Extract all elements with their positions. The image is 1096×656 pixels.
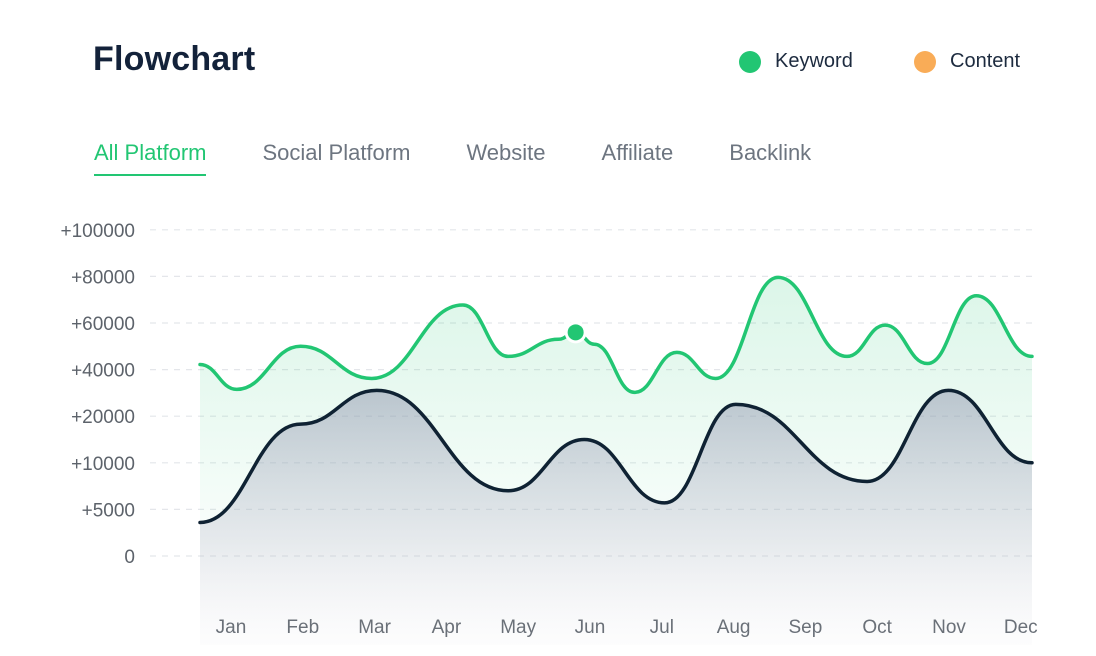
content-area — [200, 390, 1032, 645]
x-tick-label: May — [500, 617, 536, 638]
legend-item-keyword[interactable]: Keyword — [739, 50, 853, 73]
tab-backlink[interactable]: Backlink — [729, 140, 812, 165]
y-tick-label: +60000 — [71, 314, 135, 335]
platform-tabs: All Platform Social Platform Website Aff… — [94, 140, 867, 176]
y-tick-label: +20000 — [71, 407, 135, 428]
x-tick-label: Dec — [1004, 617, 1038, 638]
tab-affiliate[interactable]: Affiliate — [601, 140, 674, 165]
x-tick-label: Nov — [932, 617, 966, 638]
highlight-point — [567, 324, 584, 341]
x-tick-label: Jun — [575, 617, 606, 638]
legend-item-content[interactable]: Content — [914, 50, 1020, 73]
x-tick-label: Jan — [216, 617, 247, 638]
y-tick-label: 0 — [124, 547, 135, 568]
x-tick-label: Mar — [358, 617, 391, 638]
keyword-dot-icon — [739, 50, 761, 73]
x-tick-label: Jul — [650, 617, 674, 638]
x-tick-label: Sep — [788, 617, 822, 638]
x-tick-label: Feb — [286, 617, 319, 638]
content-line — [198, 388, 1034, 525]
x-tick-label: Aug — [717, 617, 751, 638]
keyword-line — [198, 275, 1034, 395]
y-tick-label: +5000 — [82, 500, 135, 521]
tab-all-platform[interactable]: All Platform — [94, 140, 207, 176]
y-tick-label: +100000 — [61, 221, 136, 242]
legend-label: Keyword — [775, 50, 853, 72]
tab-website[interactable]: Website — [466, 140, 546, 165]
page-title: Flowchart — [93, 40, 256, 78]
y-tick-label: +10000 — [71, 454, 135, 475]
y-tick-label: +80000 — [71, 267, 135, 288]
tab-social-platform[interactable]: Social Platform — [262, 140, 411, 165]
y-tick-label: +40000 — [71, 361, 135, 382]
x-tick-label: Oct — [862, 617, 892, 638]
x-tick-label: Apr — [432, 617, 462, 638]
content-dot-icon — [914, 50, 936, 73]
legend-label: Content — [950, 50, 1021, 72]
